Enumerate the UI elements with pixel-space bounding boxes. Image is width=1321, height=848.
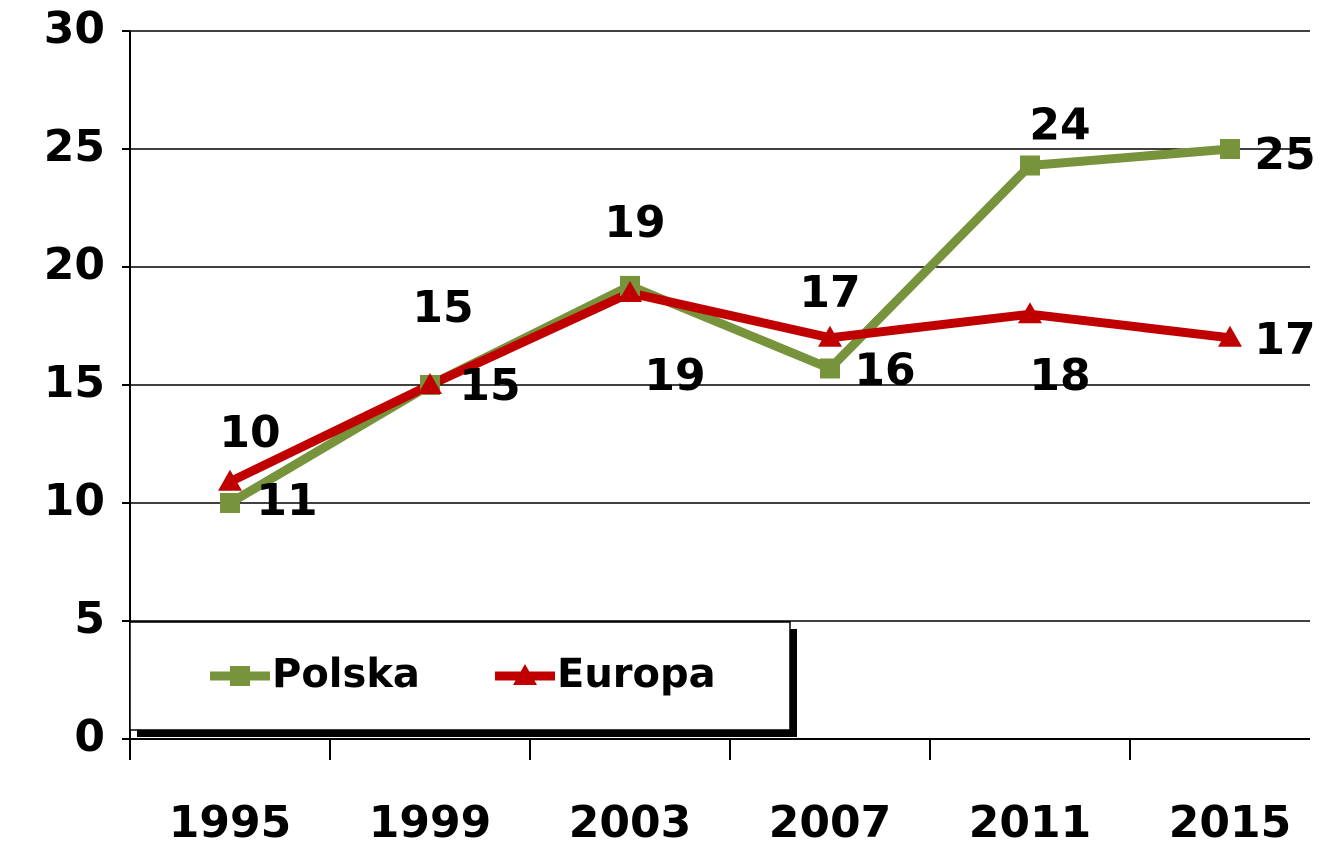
data-label: 25 [1254,129,1315,180]
marker [218,469,242,491]
legend-label: Polska [272,651,420,697]
x-tick-label: 1999 [369,797,491,848]
y-tick-label: 20 [44,239,105,290]
data-label: 24 [1029,100,1090,151]
marker [220,493,240,513]
data-label: 17 [1254,314,1315,365]
data-label: 19 [604,197,665,248]
y-tick-label: 25 [44,121,105,172]
x-tick-label: 2011 [969,797,1091,848]
marker [818,325,842,347]
marker [1020,155,1040,176]
marker [513,664,537,685]
series-line [228,288,1231,486]
y-tick-label: 30 [44,3,105,54]
marker [618,280,642,302]
y-tick-label: 0 [74,711,105,762]
data-label: 11 [256,475,317,526]
data-label: 15 [412,282,473,333]
series-line [227,144,1231,507]
marker [230,666,250,686]
legend-label: Europa [557,651,716,697]
x-tick-label: 2015 [1169,797,1291,848]
y-tick-label: 5 [74,593,105,644]
x-tick-label: 1995 [169,797,291,848]
data-label: 10 [219,407,280,458]
x-tick-label: 2003 [569,797,691,848]
marker [820,358,840,379]
y-tick-label: 15 [44,357,105,408]
marker [1220,139,1240,159]
data-label: 17 [799,267,860,318]
marker [1018,302,1042,324]
y-tick-label: 10 [44,475,105,526]
marker [1218,325,1242,347]
data-label: 19 [644,350,705,401]
marker [418,373,442,394]
data-label: 18 [1029,350,1090,401]
data-label: 16 [854,344,915,395]
data-label: 15 [459,360,520,411]
x-tick-label: 2007 [769,797,891,848]
